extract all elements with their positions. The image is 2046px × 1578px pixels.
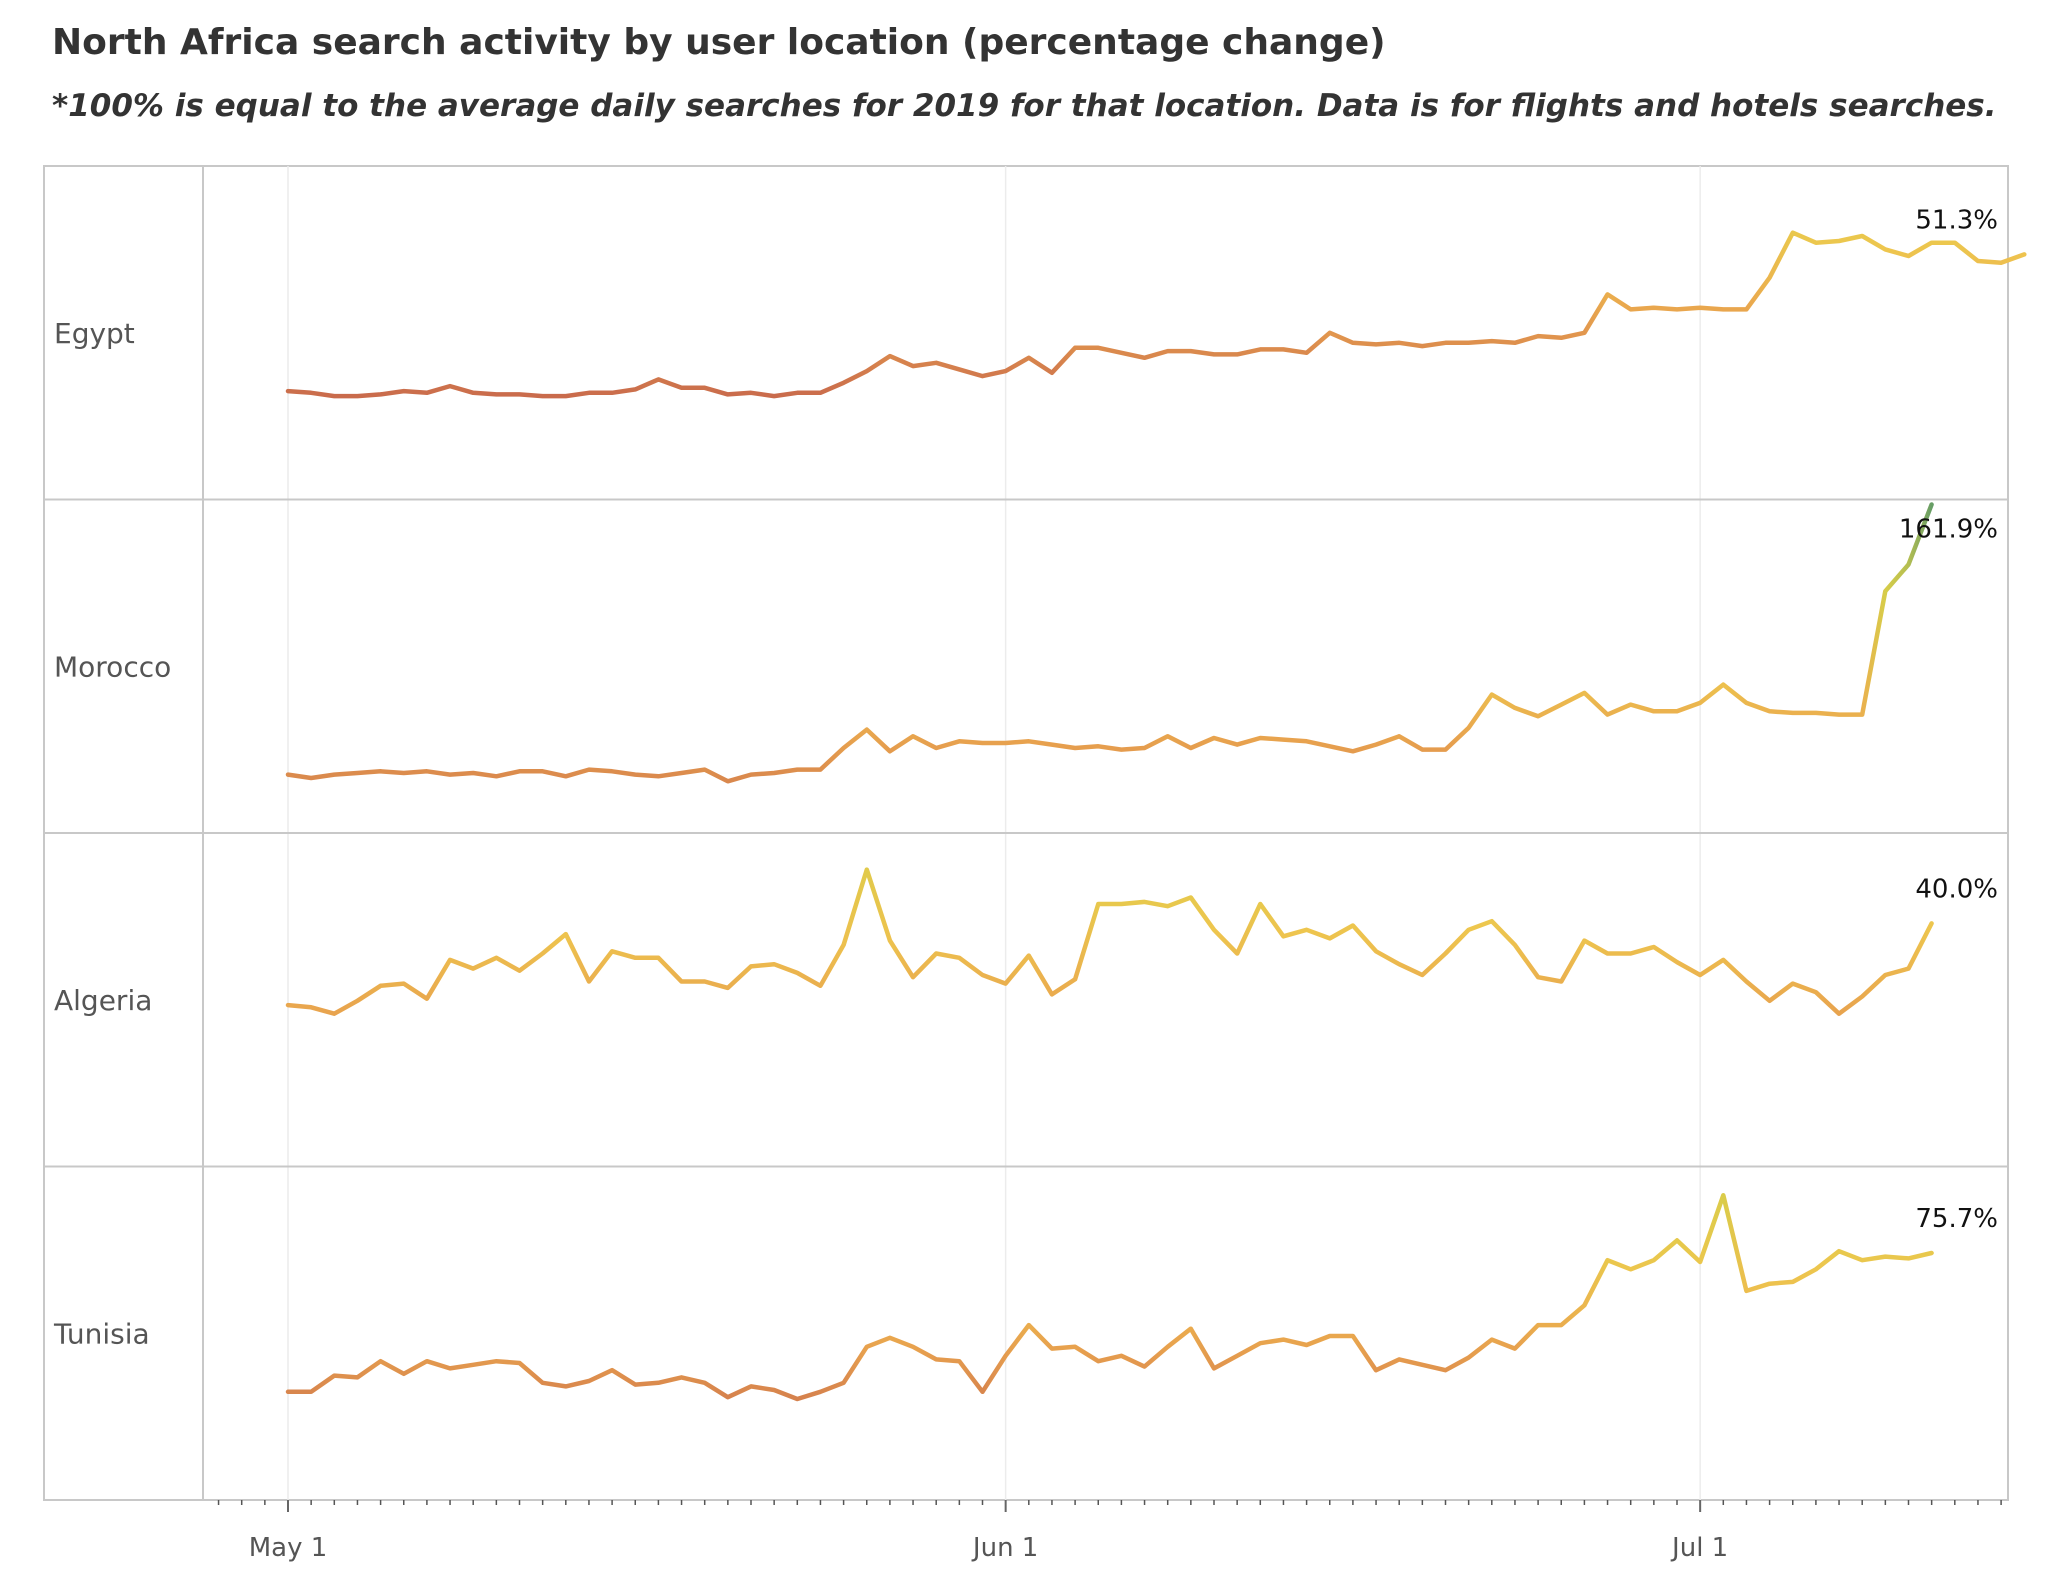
row-label-egypt: Egypt	[54, 317, 135, 350]
end-value-label-morocco: 161.9%	[1899, 515, 1998, 545]
x-axis: May 1 Jun 1 Jul 1	[217, 1500, 2002, 1563]
row-label-algeria: Algeria	[54, 984, 152, 1017]
row-label-tunisia: Tunisia	[53, 1317, 150, 1350]
x-tick-label: May 1	[249, 1533, 328, 1563]
x-tick-label: Jul 1	[1670, 1533, 1728, 1563]
panel-egypt: Egypt 51.3%	[54, 205, 2027, 399]
panel-morocco: Morocco 161.9%	[44, 498, 2008, 784]
panel-tunisia: Tunisia 75.7%	[44, 1165, 2008, 1402]
chart-subtitle: *100% is equal to the average daily sear…	[52, 88, 1997, 124]
end-value-label-tunisia: 75.7%	[1915, 1204, 1998, 1234]
panel-algeria: Algeria 40.0%	[44, 832, 2008, 1017]
series-line-algeria	[285, 867, 1934, 1016]
series-line-tunisia	[285, 1193, 1934, 1402]
end-value-label-egypt: 51.3%	[1915, 205, 1998, 235]
end-value-label-algeria: 40.0%	[1915, 874, 1998, 904]
row-label-morocco: Morocco	[54, 650, 171, 683]
chart-title: North Africa search activity by user loc…	[52, 22, 1386, 63]
series-line-egypt	[285, 230, 2027, 399]
country-panels: Egypt 51.3% Morocco 161.9% Algeria 40.0% Tunis…	[44, 205, 2027, 1402]
series-line-morocco	[285, 502, 1934, 784]
x-tick-label: Jun 1	[971, 1533, 1038, 1563]
